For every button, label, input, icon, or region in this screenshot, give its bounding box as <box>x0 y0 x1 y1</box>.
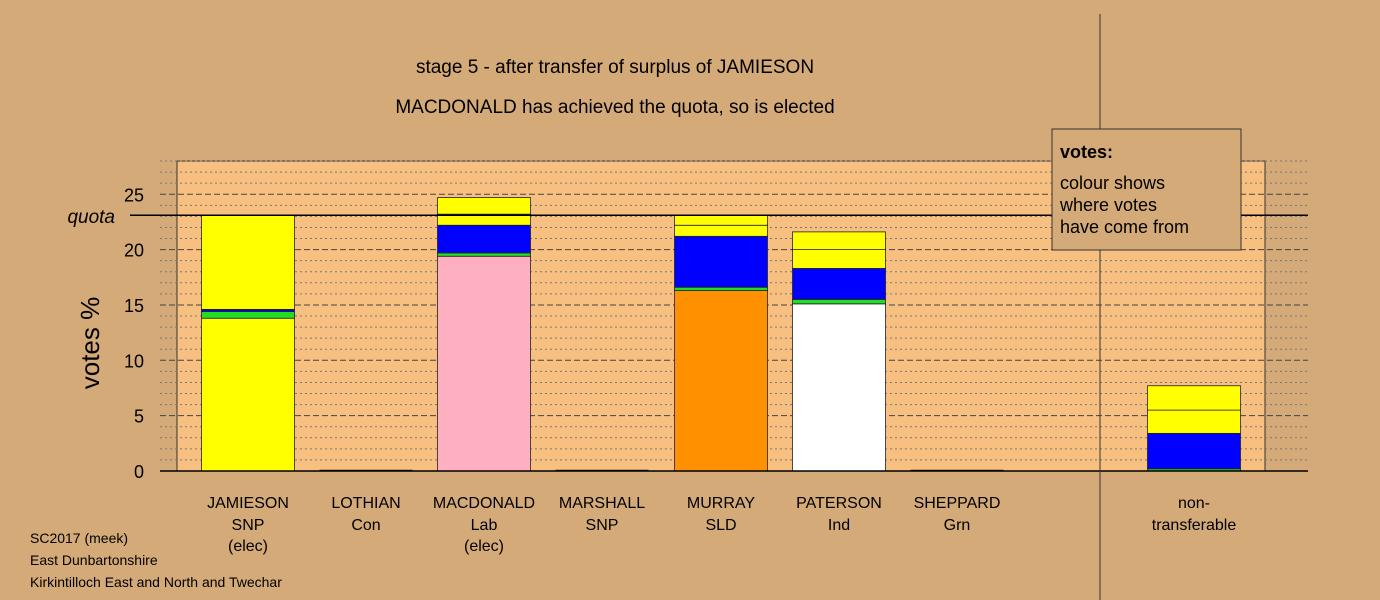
candidate-party: SLD <box>705 517 736 534</box>
legend-title: votes: <box>1060 142 1113 162</box>
candidate-name: MACDONALD <box>433 495 535 512</box>
legend: votes: colour shows where votes have com… <box>1051 128 1242 251</box>
bar-nontransferable-segment <box>1147 385 1241 411</box>
y-tick-label: 20 <box>124 241 144 261</box>
bar-macdonald-segment <box>437 224 531 254</box>
bar-murray-segment <box>674 224 768 237</box>
legend-box <box>1051 128 1242 251</box>
bar-murray-segment <box>674 235 768 288</box>
chart-title: stage 5 - after transfer of surplus of J… <box>416 57 814 78</box>
axes: 0 5 10 15 20 25 <box>124 14 1308 600</box>
bar-paterson-segment <box>792 249 886 269</box>
y-tick-label: 25 <box>124 185 144 205</box>
candidate-name: MURRAY <box>687 495 755 512</box>
footer-line-2: East Dunbartonshire <box>30 552 158 568</box>
nontransferable-label-2: transferable <box>1152 517 1237 534</box>
legend-line-3: have come from <box>1060 217 1189 237</box>
bar-nontransferable-segment <box>1147 409 1241 434</box>
bars <box>201 197 1241 472</box>
footer-line-3: Kirkintilloch East and North and Twechar <box>30 574 282 590</box>
footer-line-1: SC2017 (meek) <box>30 530 128 546</box>
legend-line-2: where votes <box>1059 195 1157 215</box>
candidate-party: Grn <box>944 517 971 534</box>
candidate-name: SHEPPARD <box>914 495 1001 512</box>
y-axis-label: votes % <box>75 297 105 390</box>
bar-paterson-segment <box>792 299 886 305</box>
chart-subtitle: MACDONALD has achieved the quota, so is … <box>395 97 834 118</box>
candidate-party: Ind <box>828 517 850 534</box>
y-tick-label: 5 <box>134 407 144 427</box>
bar-macdonald-segment <box>437 255 531 472</box>
candidate-party: SNP <box>586 517 619 534</box>
y-tick-label: 0 <box>134 462 144 482</box>
bar-paterson-segment <box>792 231 886 251</box>
bar-jamieson-segment <box>201 317 295 472</box>
legend-line-1: colour shows <box>1060 173 1165 193</box>
y-tick-label: 15 <box>124 296 144 316</box>
bar-jamieson-segment <box>201 214 295 310</box>
candidate-party: SNP <box>232 517 265 534</box>
bar-nontransferable-segment <box>1147 432 1241 470</box>
candidate-name: JAMIESON <box>207 495 289 512</box>
candidate-name: PATERSON <box>796 495 882 512</box>
candidate-party: Con <box>351 517 380 534</box>
candidate-status: (elec) <box>464 538 504 555</box>
bar-murray-segment <box>674 286 768 291</box>
candidate-name: LOTHIAN <box>331 495 400 512</box>
bar-macdonald-segment <box>437 252 531 257</box>
bar-jamieson-segment <box>201 311 295 319</box>
x-axis-labels: JAMIESON SNP (elec) LOTHIAN Con MACDONALD Lab (… <box>207 495 1236 555</box>
quota-label: quota <box>67 207 115 228</box>
bar-macdonald-segment <box>437 197 531 215</box>
candidate-party: Lab <box>471 517 498 534</box>
bar-murray-segment <box>674 290 768 472</box>
nontransferable-label-1: non- <box>1178 495 1210 512</box>
candidate-status: (elec) <box>228 538 268 555</box>
candidate-name: MARSHALL <box>559 495 645 512</box>
bar-paterson-segment <box>792 303 886 472</box>
bar-paterson-segment <box>792 268 886 300</box>
bar-murray-segment <box>674 214 768 226</box>
y-tick-label: 10 <box>124 351 144 371</box>
